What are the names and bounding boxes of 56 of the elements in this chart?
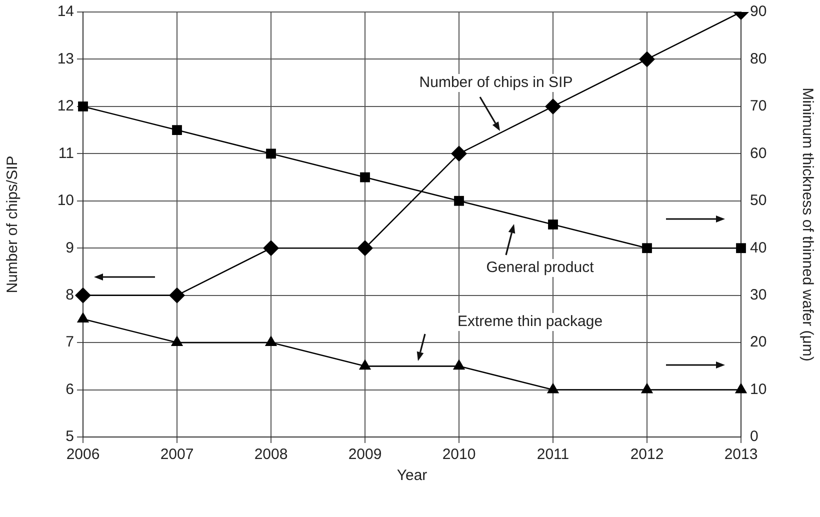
- point: [170, 336, 184, 346]
- point: [734, 382, 748, 394]
- y-tick-label: 7: [66, 334, 74, 351]
- y-tick-label: 11: [58, 144, 74, 162]
- point: [360, 172, 370, 182]
- y2-tick-label: 60: [750, 144, 767, 162]
- y2-tick-label: 80: [750, 50, 767, 68]
- y2-tick-label: 20: [750, 334, 767, 351]
- y2-tick-label: 70: [750, 98, 767, 115]
- x-axis-title: Year: [396, 467, 428, 484]
- y-tick-label: 9: [66, 239, 74, 256]
- y2-tick-label: 40: [750, 239, 767, 256]
- y2-tick-label: 0: [750, 428, 758, 446]
- point: [454, 196, 464, 206]
- y-tick-label: 12: [57, 98, 74, 115]
- point: [357, 240, 373, 256]
- y2-tick-label: 10: [750, 380, 767, 398]
- y-tick-label: 5: [66, 428, 74, 446]
- y-tick-label: 8: [66, 286, 74, 304]
- point: [263, 240, 279, 256]
- point: [639, 51, 655, 68]
- point: [640, 382, 654, 394]
- point: [172, 125, 182, 136]
- point: [452, 359, 466, 370]
- point: [266, 148, 276, 159]
- y2-tick-label: 90: [750, 3, 767, 20]
- x-tick-label: 2011: [536, 446, 570, 464]
- y-tick-label: 10: [57, 192, 74, 210]
- y2-tick-label: 50: [750, 192, 767, 210]
- point: [545, 98, 561, 114]
- series-label: Extreme thin package: [457, 313, 603, 330]
- point: [451, 146, 467, 162]
- x-tick-label: 2006: [66, 446, 100, 464]
- point: [358, 359, 372, 370]
- point: [642, 243, 652, 254]
- y-tick-label: 14: [57, 3, 74, 20]
- point: [736, 243, 746, 254]
- y-tick-label: 13: [57, 50, 74, 68]
- point: [546, 382, 560, 394]
- x-tick-label: 2010: [442, 446, 476, 464]
- series-label: General product: [486, 259, 595, 276]
- series-label: Number of chips in SIP: [419, 74, 573, 92]
- point: [264, 336, 278, 346]
- x-tick-label: 2013: [724, 446, 758, 464]
- x-tick-label: 2009: [348, 446, 382, 464]
- y-axis-title: Number of chips/SIP: [4, 156, 22, 294]
- point: [169, 287, 185, 304]
- x-tick-label: 2008: [254, 446, 288, 464]
- point: [75, 287, 91, 304]
- x-tick-label: 2007: [160, 446, 194, 464]
- y2-axis-title: Minimum thickness of thinned wafer (μm): [798, 88, 816, 362]
- y-tick-label: 6: [66, 380, 74, 398]
- point: [548, 220, 558, 230]
- point: [76, 312, 90, 322]
- y2-tick-label: 30: [750, 286, 767, 304]
- x-tick-label: 2012: [630, 446, 664, 464]
